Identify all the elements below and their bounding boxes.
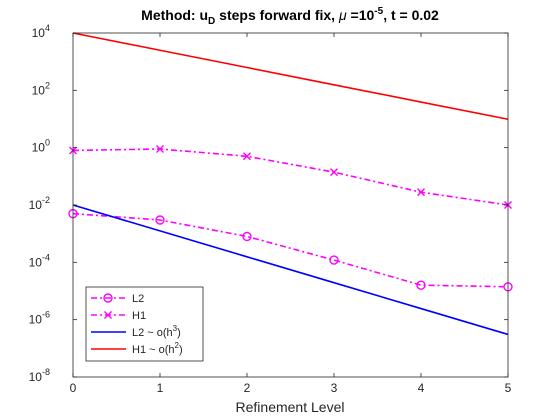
- chart-title: Method: uD steps forward fix, μ =10-5, t…: [141, 6, 439, 27]
- data-point: [243, 152, 251, 161]
- y-tick-label: 10-4: [29, 252, 50, 269]
- legend-item: H1: [91, 310, 146, 322]
- data-point: [416, 280, 426, 290]
- x-axis-label: Refinement Level: [236, 399, 345, 415]
- y-tick-label: 102: [32, 80, 50, 97]
- y-tick-label: 100: [32, 138, 50, 155]
- legend-item: L2: [91, 293, 144, 305]
- legend-item: H1 ~ o(h2): [91, 341, 183, 356]
- legend-label: H1 ~ o(h2): [132, 341, 183, 356]
- series-line: [72, 148, 509, 206]
- x-tick-label: 5: [505, 381, 512, 395]
- y-tick-label: 10-6: [29, 310, 50, 327]
- data-point: [155, 215, 165, 225]
- legend-label: L2: [132, 293, 144, 305]
- x-tick-label: 3: [331, 381, 338, 395]
- data-point: [242, 231, 252, 242]
- legend-marker: [104, 311, 112, 319]
- series-line: [72, 204, 509, 336]
- data-point: [156, 144, 164, 153]
- series-line: [72, 32, 509, 121]
- legend-marker: [103, 293, 113, 303]
- y-tick-label: 10-2: [29, 195, 50, 212]
- x-tick-label: 4: [418, 381, 425, 395]
- axis-ticks: 0 1 2 3 4 5 10-8 10-6 10-4 10-2 100 102 104: [29, 23, 512, 395]
- legend: L2 H1 L2 ~ o(h3) H1 ~ o(h2): [85, 286, 204, 362]
- legend-label: L2 ~ o(h3): [132, 324, 181, 339]
- legend-item: L2 ~ o(h3): [91, 324, 181, 339]
- y-tick-label: 10-8: [29, 367, 50, 384]
- y-tick-label: 104: [32, 23, 50, 40]
- x-tick-label: 2: [244, 381, 251, 395]
- series-l2-o-h-3-: [72, 204, 509, 336]
- series-line: [72, 212, 509, 288]
- data-point: [417, 188, 425, 197]
- legend-label: H1: [132, 310, 146, 322]
- data-point: [330, 168, 338, 177]
- x-tick-label: 0: [70, 381, 77, 395]
- data-point: [329, 255, 339, 265]
- x-tick-label: 1: [157, 381, 164, 395]
- series-h1-o-h-2-: [72, 32, 509, 121]
